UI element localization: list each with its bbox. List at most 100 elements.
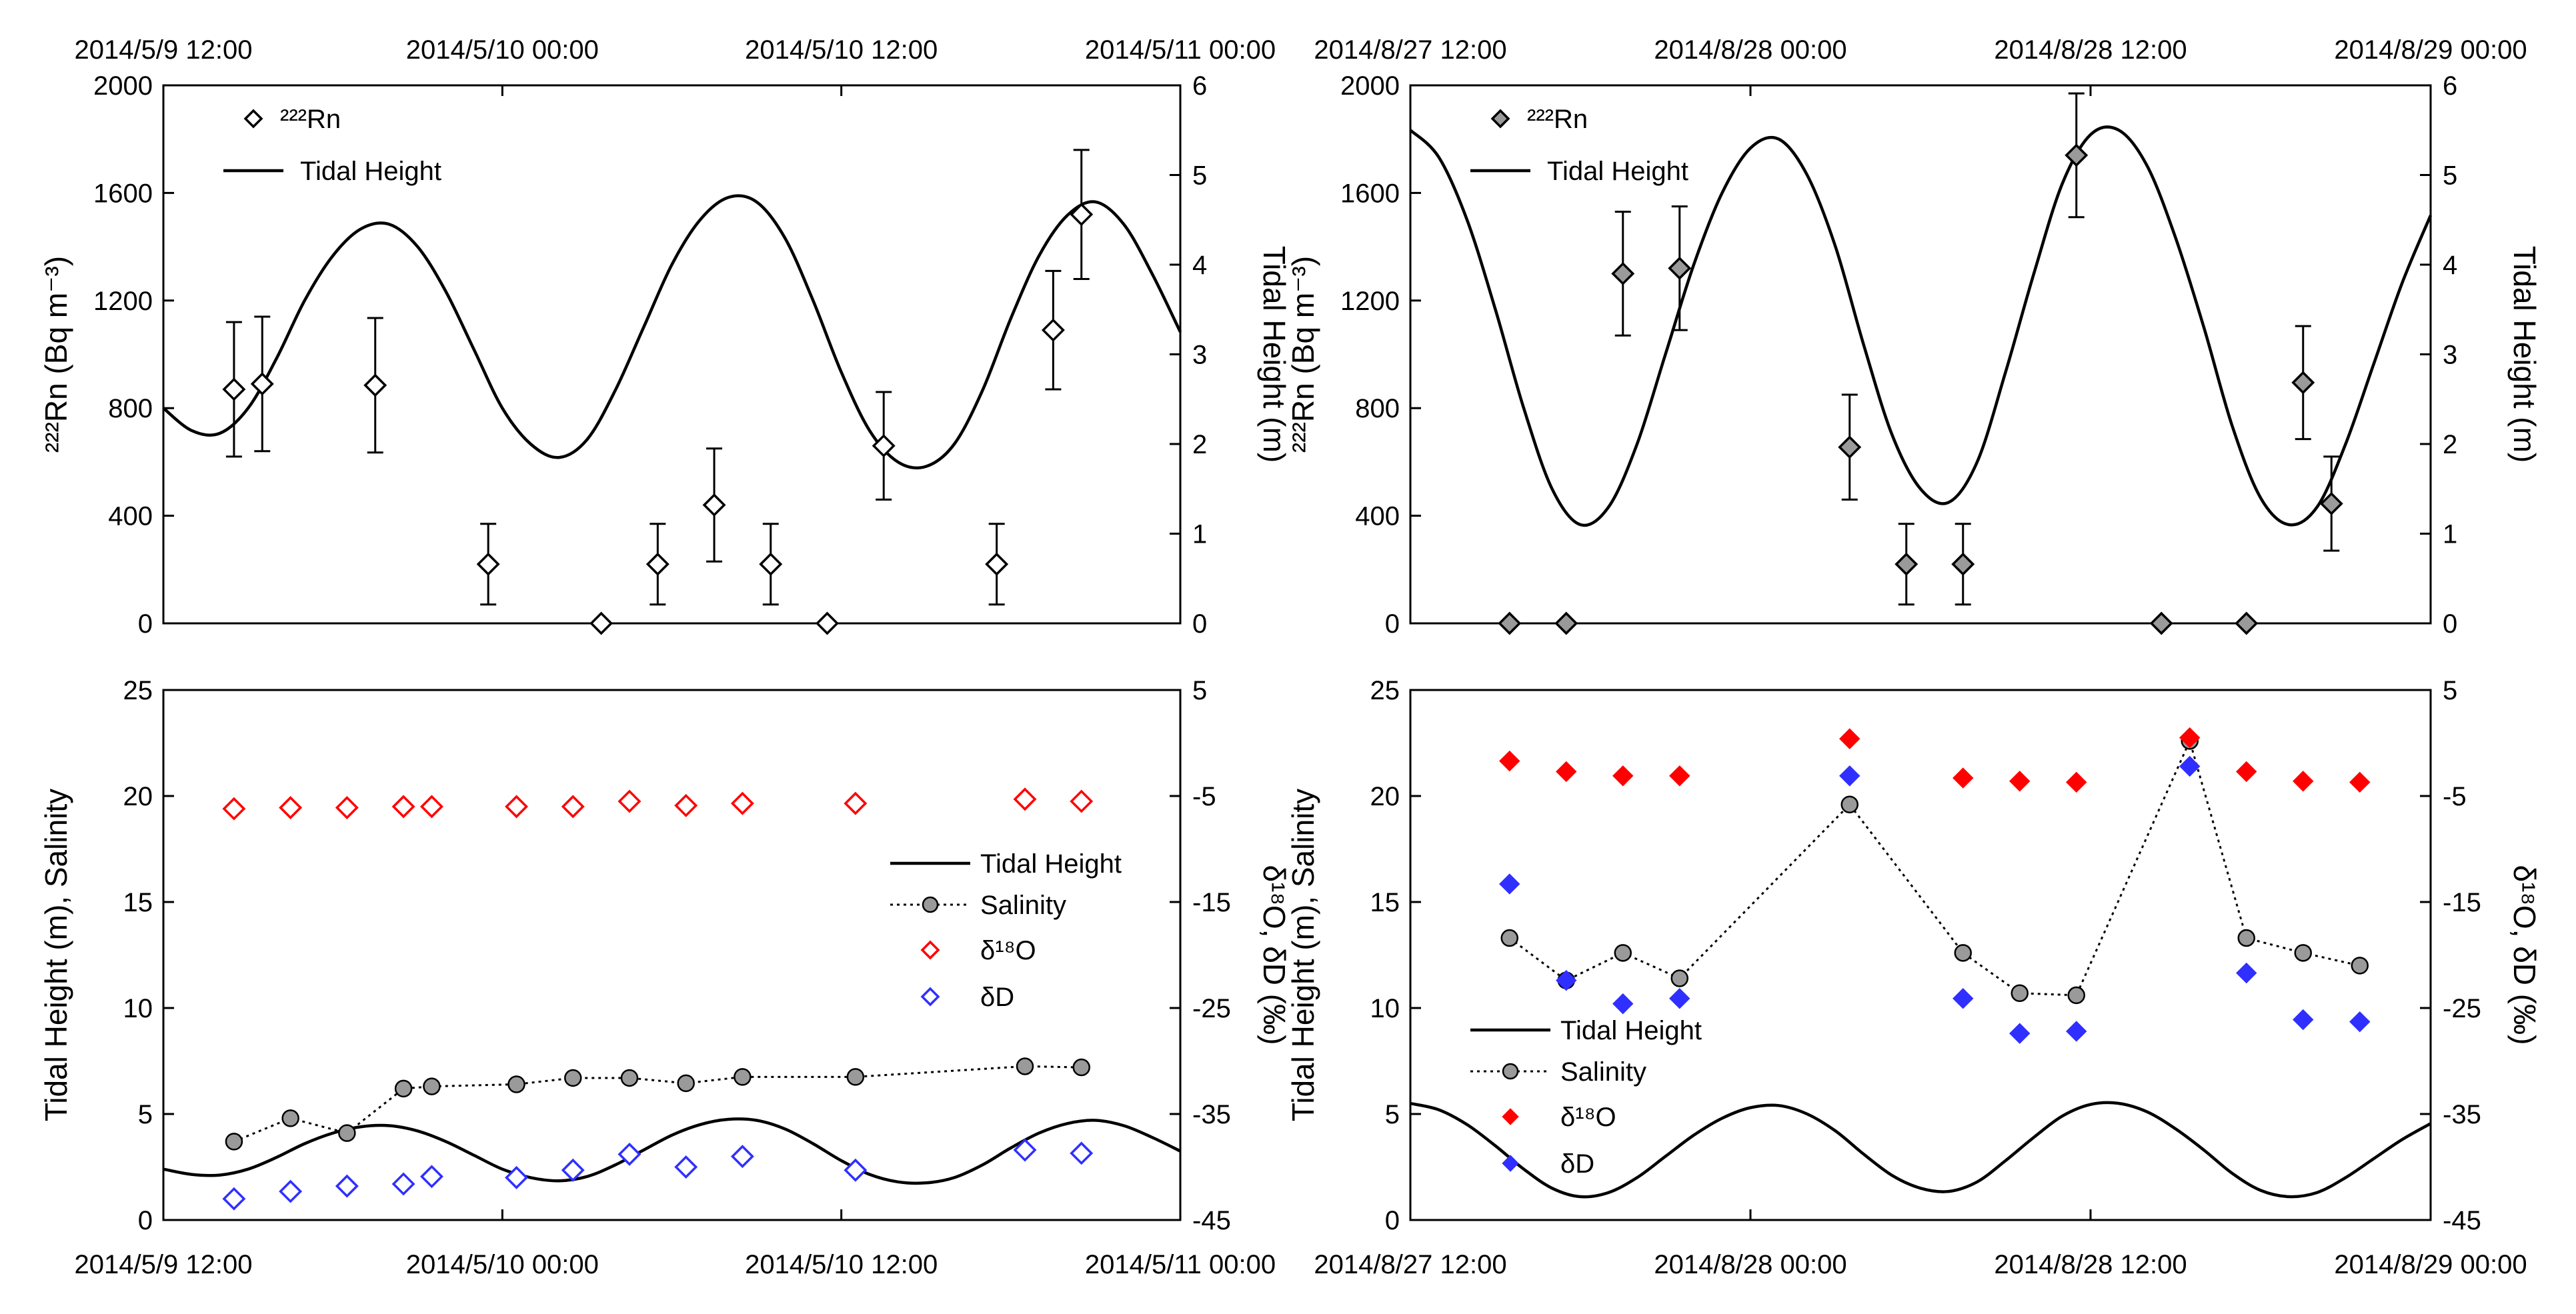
salinity-point: [677, 1074, 695, 1093]
rn-point: [1838, 435, 1862, 459]
y-tick-label: 1200: [1340, 287, 1400, 316]
tidal-height-line: [1410, 1101, 2432, 1199]
rn-point: [1668, 256, 1692, 280]
y2-tick-label: -25: [2443, 994, 2481, 1023]
dd-point: [1839, 765, 1860, 787]
legend-dd-marker: [920, 987, 940, 1007]
dd-point: [279, 1179, 303, 1203]
y-tick-label: 10: [1370, 994, 1400, 1023]
dd-point: [2066, 1021, 2087, 1042]
salinity-point: [1500, 929, 1518, 947]
legend-dd-label: δD: [980, 983, 1014, 1012]
y-tick-label: 400: [108, 502, 153, 531]
legend-d18o-label: δ¹⁸O: [1560, 1103, 1616, 1132]
salinity-point: [394, 1079, 413, 1098]
rn-point: [2235, 611, 2259, 635]
x-tick-label: 2014/5/9 12:00: [75, 35, 253, 65]
plot-frame: [1409, 689, 2432, 1221]
salinity-point: [338, 1124, 356, 1142]
rn-point: [759, 552, 783, 576]
y-axis-title: Tidal Height (m), Salinity: [39, 789, 73, 1121]
rn-point: [1894, 552, 1918, 576]
x-tick-label: 2014/5/11 00:00: [1085, 35, 1276, 65]
salinity-point: [1614, 944, 1632, 962]
plot-frame: [162, 689, 1182, 1221]
y2-tick-label: 3: [1192, 341, 1207, 370]
d18o-point: [279, 796, 303, 819]
legend-d18o-label: δ¹⁸O: [980, 936, 1036, 965]
x-tick-label: 2014/5/10 00:00: [406, 35, 599, 65]
salinity-point: [1840, 795, 1858, 813]
dd-point: [2179, 755, 2201, 777]
y2-tick-label: 3: [2443, 341, 2457, 370]
d18o-point: [391, 795, 415, 819]
d18o-point: [730, 791, 754, 815]
y-tick-label: 800: [108, 394, 153, 423]
x-tick-label: 2014/8/28 00:00: [1654, 35, 1846, 65]
x-tick-label: 2014/5/10 12:00: [745, 35, 938, 65]
salinity-point: [2351, 957, 2369, 975]
rn-point: [816, 611, 839, 635]
y-tick-label: 10: [123, 994, 153, 1023]
y2-tick-label: 5: [2443, 676, 2457, 705]
rn-point: [646, 552, 670, 576]
y2-tick-label: -5: [2443, 782, 2467, 811]
y-tick-label: 15: [1370, 888, 1400, 917]
y2-tick-label: -15: [1192, 888, 1231, 917]
salinity-point: [734, 1068, 752, 1086]
y2-tick-label: -35: [2443, 1100, 2481, 1129]
salinity-point: [2237, 929, 2255, 947]
salinity-line: [1508, 737, 2361, 997]
y-tick-label: 20: [123, 782, 153, 811]
y2-tick-label: 0: [1192, 609, 1207, 639]
y-tick-label: 20: [1370, 782, 1400, 811]
y2-tick-label: -45: [2443, 1206, 2481, 1235]
d18o-point: [335, 796, 359, 819]
rn-point: [363, 373, 387, 397]
dd-point: [1612, 993, 1634, 1015]
y2-tick-label: -5: [1192, 782, 1216, 811]
y2-axis-title: Tidal Height (m): [2507, 246, 2542, 463]
dd-point: [1499, 873, 1520, 895]
y2-tick-label: 1: [1192, 520, 1207, 549]
dd-point: [2009, 1023, 2031, 1044]
d18o-point: [674, 793, 698, 817]
y-tick-label: 15: [123, 888, 153, 917]
rn-point: [250, 372, 274, 396]
rn-point: [1951, 552, 1975, 576]
x-tick-label: 2014/5/10 00:00: [406, 1250, 599, 1279]
x-tick-label: 2014/5/9 12:00: [75, 1250, 253, 1279]
salinity-point: [2011, 984, 2029, 1002]
d18o-point: [1669, 765, 1690, 787]
x-tick-label: 2014/5/10 12:00: [745, 1250, 938, 1279]
salinity-point: [2294, 944, 2312, 962]
legend-rn-marker: [1490, 109, 1510, 129]
d18o-point: [561, 795, 585, 819]
y2-tick-label: 6: [1192, 71, 1207, 101]
salinity-point: [1072, 1058, 1090, 1077]
d18o-point: [1070, 789, 1094, 813]
y2-axis-title: δ¹⁸O, δD (‰): [2507, 865, 2542, 1045]
y-tick-label: 2000: [1340, 71, 1400, 101]
rn-point: [2319, 491, 2343, 515]
d18o-point: [2179, 727, 2201, 749]
legend-rn-label: ²²²Rn: [1527, 105, 1588, 134]
y-tick-label: 0: [138, 609, 153, 639]
dd-point: [2236, 962, 2257, 984]
legend-dd-marker: [1502, 1155, 1519, 1172]
salinity-point: [1016, 1057, 1034, 1075]
panel-may-radon: 0 400 800 1200 1600 2000 0 1 2 3 4 5 6 2014/5/9 12:00…: [39, 35, 1292, 639]
x-tick-label: 2014/8/27 12:00: [1314, 1250, 1506, 1279]
d18o-point: [617, 789, 641, 813]
dd-point: [617, 1142, 641, 1166]
dd-point: [222, 1187, 246, 1211]
panel-aug-radon: 0 400 800 1200 1600 2000 0 1 2 3 4 5 6 2014/8/27 12:0…: [1286, 35, 2542, 639]
y-tick-label: 1200: [93, 287, 153, 316]
dd-point: [505, 1165, 528, 1189]
d18o-point: [844, 791, 868, 815]
salinity-point: [563, 1069, 582, 1087]
y-tick-label: 0: [138, 1206, 153, 1235]
d18o-point: [419, 795, 443, 819]
d18o-point: [1612, 765, 1634, 787]
rn-point: [2065, 143, 2089, 167]
